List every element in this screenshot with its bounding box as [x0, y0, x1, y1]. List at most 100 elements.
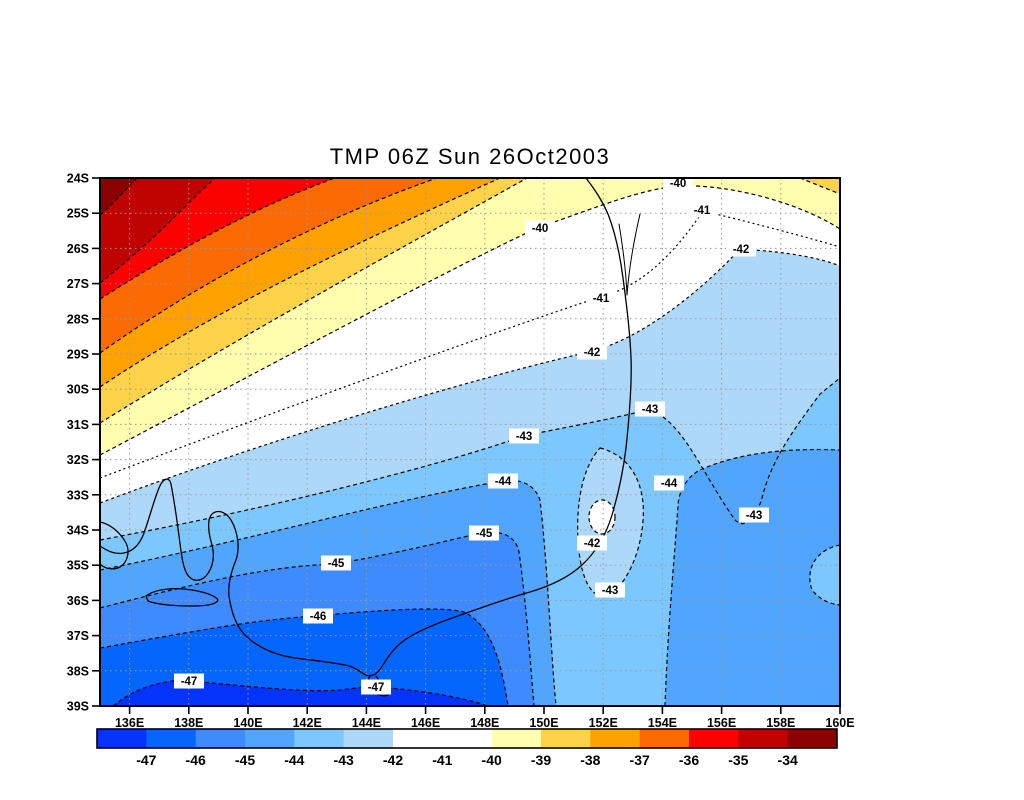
colorbar-segment [245, 729, 295, 748]
lat-tick-label: 37S [67, 629, 89, 643]
colorbar-segment [787, 729, 838, 748]
lat-tick-label: 30S [67, 383, 89, 397]
contour-label: -42 [584, 538, 601, 550]
colorbar-label: -47 [136, 752, 156, 768]
lon-tick-label: 146E [411, 716, 440, 730]
contour-label: -45 [476, 528, 493, 540]
contour-label: -43 [602, 585, 619, 597]
colorbar-segment [97, 729, 147, 748]
colorbar-border [96, 728, 838, 749]
lon-tick-label: 150E [529, 716, 558, 730]
grid-lines [100, 178, 840, 706]
lat-tick-label: 39S [67, 700, 89, 714]
colorbar-label: -38 [580, 752, 600, 768]
lon-tick-label: 144E [352, 716, 381, 730]
axes: 24S 25S 26S 27S 28S 29S 30S 31S 32S 33S 34S 35S 36S 3… [67, 172, 855, 731]
colorbar-label: -40 [482, 752, 502, 768]
lat-tick-label: 35S [67, 559, 89, 573]
contour-label-box [174, 673, 204, 689]
colorbar-label: -45 [235, 752, 255, 768]
colorbar-label: -37 [630, 752, 650, 768]
contour-label-box [595, 582, 625, 598]
colorbar-segment [343, 729, 394, 748]
contour-label-box [469, 525, 499, 541]
contour-label-box [635, 401, 665, 417]
contour-label-box [361, 679, 391, 695]
contour-label: -40 [670, 178, 687, 190]
colorbar-segment [689, 729, 739, 748]
colorbar-segment [195, 729, 246, 748]
contour-bands [100, 178, 840, 706]
colorbar-label: -35 [728, 752, 748, 768]
contour-label-box [577, 344, 607, 360]
contour-labels: -40 -41 -42 -40 -41 -42 -43 -43 -44 -44 -43 -45 -42 -… [174, 175, 769, 695]
contour-label-box [577, 535, 607, 551]
contour-label: -43 [642, 404, 659, 416]
colorbar-label: -44 [284, 752, 304, 768]
lon-tick-label: 156E [707, 716, 736, 730]
lat-tick-label: 28S [67, 312, 89, 326]
lat-tick-label: 33S [67, 488, 89, 502]
colorbar-label: -34 [778, 752, 798, 768]
contour-label: -43 [746, 510, 763, 522]
plot-border [99, 177, 841, 707]
colorbar-segment [491, 729, 542, 748]
contour-label-box [687, 202, 717, 218]
colorbar-label: -43 [334, 752, 354, 768]
lat-tick-label: 31S [67, 418, 89, 432]
contour-label: -45 [328, 558, 345, 570]
colorbar-segment [738, 729, 789, 748]
contour-label-box [654, 475, 684, 491]
lat-tick-label: 34S [67, 524, 89, 538]
contour-label: -47 [181, 676, 198, 688]
contour-label: -44 [661, 478, 678, 490]
lon-tick-label: 160E [825, 716, 854, 730]
colorbar-label: -39 [531, 752, 551, 768]
colorbar-segment [639, 729, 690, 748]
contour-label: -44 [495, 476, 512, 488]
colorbar-segment [442, 729, 493, 748]
contour-label: -42 [584, 347, 601, 359]
colorbar-segment [146, 729, 197, 748]
colorbar-label: -36 [679, 752, 699, 768]
colorbar-segment [590, 729, 641, 748]
lon-tick-label: 152E [589, 716, 618, 730]
contour-label: -47 [368, 682, 385, 694]
lat-tick-label: 26S [67, 242, 89, 256]
colorbar-segment [294, 729, 345, 748]
contour-label-box [726, 241, 756, 257]
contour-label: -46 [310, 611, 327, 623]
plot-title: TMP 06Z Sun 26Oct2003 [330, 144, 611, 169]
colorbar-legend: -47 -46 -45 -44 -43 -42 -41 -40 -39 -38 -37 -36 -35 -… [96, 728, 838, 768]
colorbar-label: -46 [186, 752, 206, 768]
contour-label-box [303, 608, 333, 624]
lon-tick-label: 142E [293, 716, 322, 730]
lat-tick-label: 24S [67, 172, 89, 186]
contour-label: -43 [516, 431, 533, 443]
contour-label: -41 [593, 293, 610, 305]
contour-label: -41 [694, 205, 711, 217]
colorbar-label: -41 [432, 752, 452, 768]
lat-tick-label: 29S [67, 348, 89, 362]
contour-label-box [525, 220, 555, 236]
contour-label-box [488, 473, 518, 489]
contour-label-box [739, 507, 769, 523]
lon-tick-label: 136E [115, 716, 144, 730]
contour-label: -42 [733, 244, 750, 256]
lon-tick-label: 140E [233, 716, 262, 730]
lon-tick-label: 154E [648, 716, 677, 730]
lon-tick-label: 138E [174, 716, 203, 730]
lon-tick-label: 148E [470, 716, 499, 730]
contour-label: -40 [532, 223, 549, 235]
lon-tick-label: 158E [766, 716, 795, 730]
lat-tick-label: 27S [67, 277, 89, 291]
lat-tick-label: 36S [67, 594, 89, 608]
colorbar-segment [541, 729, 591, 748]
contour-label-box [321, 555, 351, 571]
lat-tick-label: 38S [67, 664, 89, 678]
colorbar-segment [393, 729, 443, 748]
lat-tick-label: 25S [67, 207, 89, 221]
contour-label-box [663, 175, 693, 191]
